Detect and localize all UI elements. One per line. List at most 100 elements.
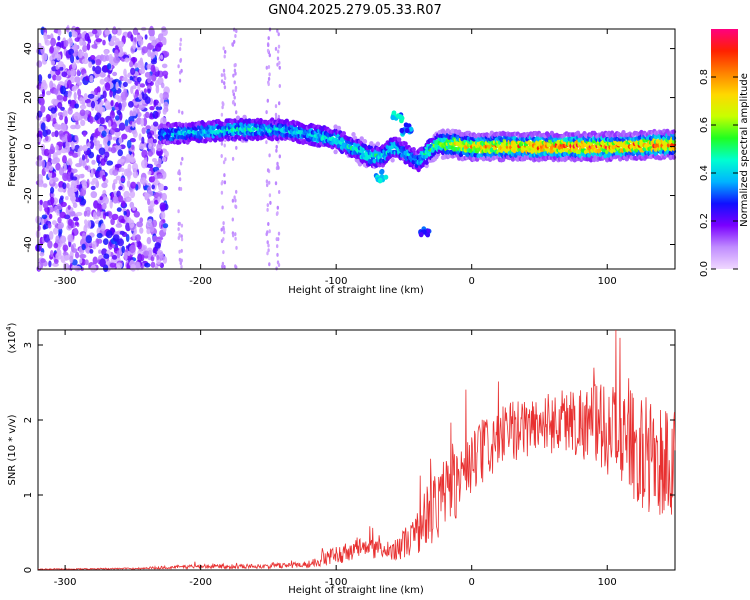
- noise-cell: [111, 213, 119, 221]
- streak-cell: [223, 85, 227, 90]
- noise-cell: [42, 117, 47, 122]
- noise-cell: [74, 124, 81, 130]
- noise-cell: [39, 199, 43, 205]
- noise-cell: [62, 110, 68, 118]
- streak-cell: [231, 217, 234, 222]
- noise-cell: [68, 218, 73, 226]
- streak-cell: [277, 32, 280, 37]
- noise-cell: [138, 133, 142, 141]
- noise-cell: [85, 158, 90, 164]
- streak-cell: [220, 190, 224, 195]
- streak-cell: [267, 82, 270, 87]
- streak-cell: [179, 187, 183, 191]
- noise-cell: [110, 100, 114, 107]
- noise-cell: [120, 167, 125, 173]
- noise-cell: [82, 131, 87, 137]
- noise-cell: [115, 115, 120, 121]
- noise-cell: [153, 99, 159, 106]
- noise-cell: [105, 82, 111, 91]
- streak-cell: [178, 249, 181, 254]
- noise-cell: [37, 179, 42, 188]
- noise-cell: [89, 140, 95, 150]
- streak-cell: [222, 250, 225, 255]
- noise-cell: [139, 68, 146, 75]
- noise-cell: [152, 158, 157, 163]
- noise-cell: [80, 173, 85, 179]
- noise-cell: [67, 192, 73, 197]
- streak-cell: [234, 63, 237, 67]
- noise-cell: [121, 133, 128, 140]
- streak-cell: [265, 65, 268, 70]
- noise-cell: [56, 94, 64, 101]
- noise-cell: [57, 28, 62, 36]
- x-tick-label: 100: [598, 577, 617, 588]
- noise-cell: [105, 105, 110, 111]
- noise-cell: [58, 167, 65, 176]
- noise-cell: [56, 208, 60, 216]
- noise-cell: [69, 255, 74, 264]
- noise-cell: [56, 41, 62, 48]
- noise-cell: [64, 254, 69, 261]
- streak-cell: [220, 112, 224, 117]
- noise-cell: [163, 101, 169, 110]
- noise-cell: [130, 67, 136, 76]
- noise-cell: [111, 255, 118, 260]
- noise-cell: [95, 112, 102, 119]
- noise-cell: [160, 82, 165, 89]
- y-tick-label: -20: [23, 187, 34, 203]
- noise-cell: [116, 109, 122, 116]
- noise-cell: [38, 204, 43, 212]
- colorbar-ticks: 0.0 0.2 0.4 0.6 0.8: [699, 69, 738, 277]
- noise-cell: [152, 67, 156, 76]
- noise-cell: [42, 89, 45, 98]
- snr-scale-factor: (x104): [5, 322, 18, 353]
- streak-cell: [222, 221, 225, 226]
- noise-cell: [84, 219, 88, 225]
- noise-cell: [74, 227, 78, 235]
- spectrogram-cells: [35, 24, 677, 273]
- noise-cell: [162, 256, 168, 264]
- noise-cell: [152, 219, 158, 228]
- streak-cell: [231, 156, 235, 161]
- noise-cell: [139, 83, 146, 88]
- streak-cell: [177, 109, 181, 114]
- noise-cell: [160, 54, 164, 60]
- noise-cell: [43, 234, 47, 239]
- noise-cell: [49, 45, 54, 54]
- streak-cell: [222, 46, 225, 51]
- noise-cell: [152, 121, 159, 127]
- noise-cell: [121, 200, 126, 208]
- snr-series-line: [37, 329, 676, 571]
- noise-cell: [40, 105, 46, 113]
- noise-cell: [74, 103, 79, 109]
- noise-cell: [60, 40, 64, 49]
- streak-cell: [276, 56, 280, 61]
- streak-cell: [277, 114, 280, 119]
- streak-cell: [274, 115, 278, 120]
- noise-cell: [70, 54, 75, 64]
- noise-cell: [52, 177, 59, 183]
- noise-cell: [59, 115, 64, 121]
- noise-cell: [145, 111, 150, 118]
- streak-cell: [179, 161, 183, 166]
- streak-cell: [222, 160, 226, 165]
- noise-cell: [129, 201, 135, 209]
- noise-cell: [54, 130, 59, 138]
- noise-cell: [81, 154, 86, 162]
- noise-cell: [57, 102, 63, 109]
- noise-cell: [49, 213, 53, 220]
- streak-cell: [277, 165, 280, 170]
- noise-cell: [87, 93, 95, 99]
- noise-cell: [130, 111, 136, 117]
- noise-cell: [41, 214, 48, 220]
- streak-cell: [223, 143, 226, 148]
- streak-cell: [220, 227, 223, 232]
- noise-cell: [95, 59, 102, 66]
- ridge-cell: [357, 161, 363, 167]
- noise-cell: [109, 262, 117, 268]
- streak-cell: [235, 189, 238, 194]
- noise-cell: [101, 182, 108, 189]
- y-tick-label: 0: [23, 143, 34, 149]
- ridge-cell: [359, 136, 364, 142]
